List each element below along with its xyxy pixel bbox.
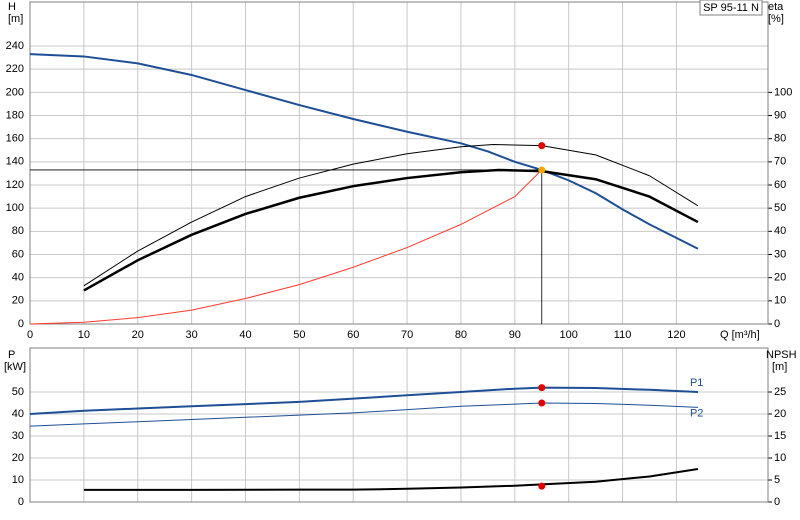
x-tick-label: 30 <box>185 329 197 341</box>
y2-tick-label: 30 <box>774 248 786 260</box>
y-tick-label: 120 <box>6 179 24 191</box>
y2-tick-label: 20 <box>774 272 786 284</box>
y-tick-label: 30 <box>12 430 24 442</box>
y-tick-label: 20 <box>12 295 24 307</box>
axis-label: [kW] <box>4 361 26 373</box>
operating-point <box>538 399 546 407</box>
x-tick-label: 0 <box>27 329 33 341</box>
axis-label: [m] <box>772 361 787 373</box>
y-tick-label: 80 <box>12 225 24 237</box>
axis-label: H <box>8 1 16 13</box>
series-label: P1 <box>690 377 703 389</box>
axis-label: [%] <box>768 13 784 25</box>
axis-label: [m] <box>8 13 23 25</box>
operating-point <box>538 166 546 174</box>
x-axis-label: Q [m³/h] <box>720 329 760 341</box>
y2-tick-label: 10 <box>774 452 786 464</box>
x-tick-label: 80 <box>455 329 467 341</box>
y-tick-label: 200 <box>6 86 24 98</box>
y-tick-label: 160 <box>6 133 24 145</box>
curve <box>83 468 699 491</box>
operating-point <box>538 142 546 150</box>
y2-tick-label: 60 <box>774 179 786 191</box>
title-box <box>699 0 763 16</box>
y-tick-label: 50 <box>12 386 24 398</box>
y-tick-label: 0 <box>18 318 24 330</box>
curve <box>83 168 699 292</box>
axis-label: eta <box>768 1 784 13</box>
y2-tick-label: 90 <box>774 109 786 121</box>
y2-tick-label: 50 <box>774 202 786 214</box>
chart-title: SP 95-11 N <box>703 2 759 14</box>
y-tick-label: 20 <box>12 452 24 464</box>
curve <box>83 143 699 287</box>
operating-point <box>538 384 546 392</box>
axis-label: NPSH <box>766 349 797 361</box>
x-tick-label: 90 <box>509 329 521 341</box>
y-tick-label: 60 <box>12 248 24 260</box>
y2-tick-label: 20 <box>774 408 786 420</box>
y-tick-label: 240 <box>6 40 24 52</box>
y2-tick-label: 5 <box>774 474 780 486</box>
plot-frame <box>29 347 769 503</box>
y-tick-label: 40 <box>12 272 24 284</box>
curve <box>29 386 699 415</box>
x-tick-label: 110 <box>614 329 632 341</box>
x-tick-label: 40 <box>239 329 251 341</box>
y-tick-label: 10 <box>12 474 24 486</box>
curve <box>29 402 698 427</box>
y2-tick-label: 40 <box>774 225 786 237</box>
y2-tick-label: 100 <box>774 86 792 98</box>
x-tick-label: 60 <box>347 329 359 341</box>
x-tick-label: 10 <box>78 329 90 341</box>
x-tick-label: 100 <box>560 329 578 341</box>
y-tick-label: 0 <box>18 496 24 508</box>
y-tick-label: 220 <box>6 63 24 75</box>
x-tick-label: 120 <box>667 329 685 341</box>
operating-point <box>538 482 546 490</box>
curve <box>29 169 543 325</box>
axis-label: P <box>8 349 15 361</box>
plot-frame <box>29 1 769 325</box>
y2-tick-label: 15 <box>774 430 786 442</box>
series-label: P2 <box>690 407 703 419</box>
y-tick-label: 140 <box>6 156 24 168</box>
curve <box>29 53 699 250</box>
y2-tick-label: 0 <box>774 496 780 508</box>
y2-tick-label: 10 <box>774 295 786 307</box>
y2-tick-label: 80 <box>774 133 786 145</box>
y2-tick-label: 70 <box>774 156 786 168</box>
y2-tick-label: 0 <box>774 318 780 330</box>
x-tick-label: 20 <box>132 329 144 341</box>
x-tick-label: 70 <box>401 329 413 341</box>
x-tick-label: 50 <box>293 329 305 341</box>
y-tick-label: 40 <box>12 408 24 420</box>
y-tick-label: 100 <box>6 202 24 214</box>
y-tick-label: 180 <box>6 109 24 121</box>
y2-tick-label: 25 <box>774 386 786 398</box>
